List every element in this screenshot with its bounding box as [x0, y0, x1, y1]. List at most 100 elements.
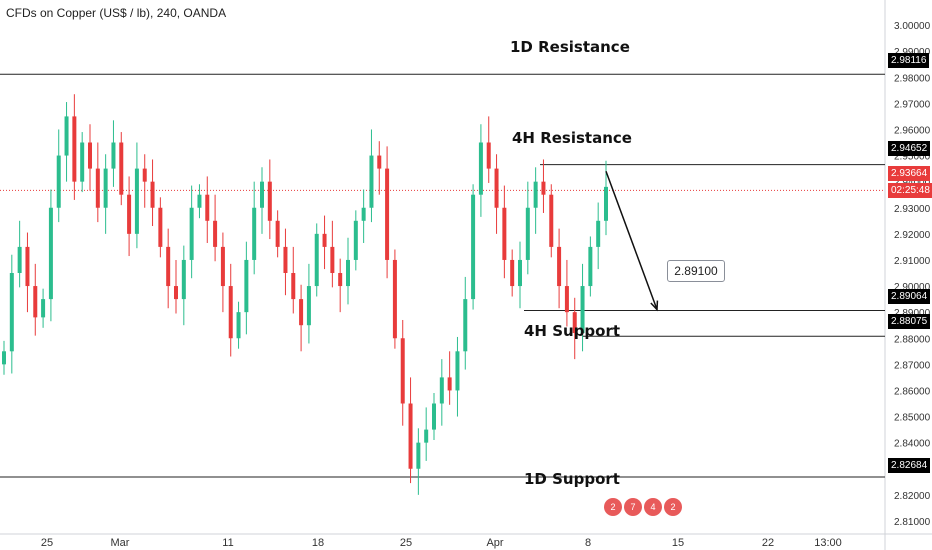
candle-body	[408, 403, 413, 469]
candle-body	[2, 351, 6, 365]
candle-body	[369, 155, 374, 208]
y-tick-label: 2.96000	[894, 125, 931, 136]
candle-body	[72, 116, 77, 182]
candle-body	[41, 299, 46, 318]
price-tag-4h-support: 2.88075	[888, 314, 931, 329]
candle-body	[564, 286, 569, 313]
candle-body	[275, 220, 280, 247]
candle-body	[205, 194, 210, 221]
y-tick-label: 2.85000	[894, 413, 931, 424]
price-tag-current: 2.93664	[888, 166, 931, 181]
candle-body	[502, 207, 507, 260]
candle-body	[424, 429, 429, 443]
x-tick-label: 11	[222, 537, 233, 549]
candle-body	[111, 142, 116, 169]
candle-body	[306, 286, 311, 326]
candle-body	[260, 181, 264, 208]
y-tick-label: 2.84000	[894, 439, 931, 450]
x-tick-label: 15	[672, 537, 684, 549]
candle-body	[416, 442, 421, 469]
candle-body	[197, 194, 202, 208]
y-tick-label: 2.90000	[894, 282, 931, 293]
economic-events[interactable]: 2 7 4 2	[604, 498, 682, 516]
y-tick-label: 2.86000	[894, 386, 931, 397]
candle-body	[174, 286, 178, 300]
candle-body	[181, 259, 186, 300]
candle-body	[88, 142, 92, 169]
candle-body	[447, 377, 452, 391]
candle-body	[95, 168, 100, 208]
price-tag-1d-support: 2.82684	[888, 458, 931, 473]
candle-body	[127, 194, 132, 234]
candle-body	[463, 299, 468, 352]
x-tick-label: 22	[762, 537, 774, 549]
candle-body	[103, 168, 108, 208]
candle-body	[604, 186, 608, 221]
candle-body	[541, 181, 546, 195]
countdown-tag: 02:25:48	[888, 183, 932, 198]
candle-body	[580, 286, 585, 334]
target-price-label[interactable]: 2.89100	[667, 260, 725, 282]
y-tick-label: 2.93000	[894, 204, 931, 215]
x-tick-label: Apr	[486, 537, 503, 549]
projection-arrow	[605, 170, 658, 310]
candle-body	[119, 142, 124, 195]
y-tick-label: 2.99000	[894, 47, 931, 58]
x-tick-label: 25	[400, 537, 412, 549]
candle-body	[439, 377, 444, 404]
candle-body	[213, 220, 218, 247]
candle-body	[361, 207, 366, 221]
candle-body	[56, 155, 61, 208]
x-tick-label: 13:00	[814, 537, 842, 549]
y-tick-label: 2.88000	[894, 334, 931, 345]
candle-body	[518, 259, 522, 287]
candle-body	[596, 220, 601, 247]
candle-body	[134, 168, 139, 234]
candle-body	[510, 259, 515, 287]
candle-body	[17, 246, 22, 273]
candle-body	[338, 273, 343, 287]
x-tick-label: 8	[585, 537, 591, 549]
candle-body	[494, 168, 499, 208]
y-tick-label: 2.82000	[894, 491, 931, 502]
candle-body	[142, 168, 147, 182]
candle-body	[471, 194, 476, 300]
x-tick-label: 18	[312, 537, 324, 549]
price-tag-1d-resistance: 2.98116	[888, 53, 930, 68]
candle-body	[572, 312, 577, 334]
candle-body	[267, 181, 272, 221]
candle-body	[353, 220, 358, 260]
candle-body	[322, 233, 327, 247]
event-flag-icon[interactable]: 7	[624, 498, 642, 516]
candle-body	[166, 246, 171, 287]
annotation-1d-resistance: 1D Resistance	[510, 38, 630, 56]
candle-body	[549, 194, 554, 247]
price-tag-4h-resistance: 2.94652	[888, 141, 931, 156]
annotation-4h-resistance: 4H Resistance	[512, 129, 632, 147]
x-tick-label: Mar	[111, 537, 130, 549]
candle-body	[189, 207, 194, 260]
candle-body	[533, 181, 538, 208]
annotation-4h-support: 4H Support	[524, 322, 621, 340]
candle-body	[346, 259, 350, 287]
event-flag-icon[interactable]: 4	[644, 498, 662, 516]
candle-body	[220, 246, 225, 287]
candle-body	[557, 246, 562, 287]
event-flag-icon[interactable]: 2	[604, 498, 622, 516]
candle-body	[228, 286, 233, 339]
candle-body	[385, 168, 390, 260]
projection-arrowhead	[650, 300, 659, 312]
y-tick-label: 2.92000	[894, 230, 931, 241]
candle-body	[525, 207, 530, 260]
y-tick-label: 2.98000	[894, 73, 931, 84]
x-tick-label: 25	[41, 537, 53, 549]
candle-body	[588, 246, 593, 287]
y-tick-label: 2.91000	[894, 256, 931, 267]
candle-body	[299, 299, 304, 326]
candle-body	[64, 116, 69, 156]
y-tick-label: 2.89000	[894, 308, 931, 319]
candle-body	[9, 273, 14, 352]
event-flag-icon[interactable]: 2	[664, 498, 682, 516]
candle-body	[236, 312, 241, 339]
